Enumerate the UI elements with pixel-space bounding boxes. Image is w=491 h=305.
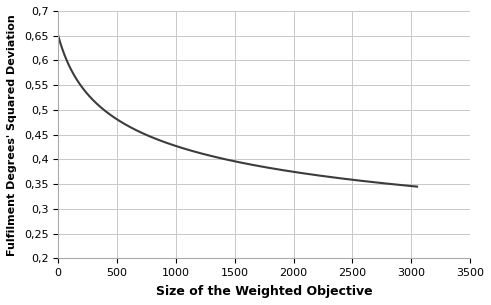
Y-axis label: Fulfilment Degrees' Squared Deviation: Fulfilment Degrees' Squared Deviation	[7, 14, 17, 256]
X-axis label: Size of the Weighted Objective: Size of the Weighted Objective	[156, 285, 373, 298]
